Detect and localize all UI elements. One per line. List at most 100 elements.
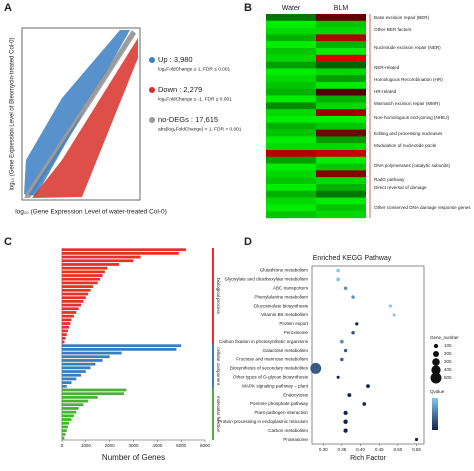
heatmap-cell bbox=[316, 41, 366, 49]
row-group-label: Non-homologous end-joining (NHEJ) bbox=[374, 115, 450, 120]
heatmap-cell bbox=[266, 143, 316, 151]
heatmap-cell bbox=[316, 204, 366, 212]
heatmap-cell bbox=[316, 82, 366, 89]
group-label: molecular function bbox=[216, 396, 221, 433]
panel-label: A bbox=[4, 2, 12, 14]
row-group-label: Other BER factors bbox=[374, 27, 412, 32]
dot bbox=[340, 357, 344, 362]
bar bbox=[62, 392, 124, 396]
y-tick-label: Carbon metabolism bbox=[268, 428, 308, 433]
x-tick-label: 0.30 bbox=[319, 447, 328, 452]
heatmap-cell bbox=[266, 61, 316, 69]
heatmap-cell bbox=[266, 150, 316, 157]
bar bbox=[62, 418, 72, 421]
row-group-label: Nucleotide excision repair (NER) bbox=[374, 45, 441, 50]
x-tick-label: 0.35 bbox=[337, 447, 346, 452]
y-tick-label: Galactose metabolism bbox=[263, 348, 309, 353]
bar bbox=[62, 436, 65, 440]
heatmap-cell bbox=[266, 27, 316, 35]
bar bbox=[62, 333, 67, 336]
bar bbox=[62, 388, 127, 392]
bar bbox=[62, 429, 67, 432]
dot bbox=[336, 375, 340, 379]
legend-title: Qvalue bbox=[430, 389, 445, 394]
legend-note: abs(log₂FoldChange) < 1, FDR > 0.001 bbox=[158, 126, 242, 132]
dot bbox=[351, 295, 355, 299]
bar bbox=[62, 318, 72, 322]
x-tick-label: 0.55 bbox=[412, 447, 421, 452]
legend-label: 300 bbox=[444, 359, 452, 364]
heatmap-cell bbox=[316, 197, 366, 205]
group-label: biological process bbox=[216, 278, 221, 315]
bar bbox=[62, 359, 103, 362]
bar bbox=[62, 373, 82, 377]
diagonal bbox=[24, 31, 136, 197]
heatmap-cell bbox=[316, 109, 366, 117]
legend-swatch bbox=[149, 87, 155, 93]
y-tick-label: Carbon fixation in photosynthetic organi… bbox=[219, 339, 309, 344]
legend-note: log₂FoldChange ≥ 1, FDR ≤ 0.001 bbox=[158, 66, 231, 72]
bar bbox=[62, 432, 66, 436]
bar bbox=[62, 266, 108, 270]
bar bbox=[62, 307, 79, 311]
bar bbox=[62, 410, 77, 414]
y-tick-label: Glutathione metabolism bbox=[260, 268, 308, 273]
heatmap-cell bbox=[316, 129, 366, 137]
heatmap-cell bbox=[266, 34, 316, 42]
heatmap-cell bbox=[316, 14, 366, 21]
bar bbox=[62, 384, 67, 388]
x-tick-label: 0.40 bbox=[356, 447, 365, 452]
heatmap-cell bbox=[266, 156, 316, 164]
dot bbox=[339, 339, 344, 344]
dot bbox=[343, 348, 348, 353]
cloud-down bbox=[32, 38, 138, 198]
legend-size-dot bbox=[431, 365, 441, 375]
x-tick-label: 0.45 bbox=[375, 447, 384, 452]
heatmap-cell bbox=[316, 68, 366, 76]
bar bbox=[62, 325, 70, 329]
legend-label: no-DEGs : 17,615 bbox=[158, 115, 218, 124]
x-tick-label: 3000 bbox=[128, 443, 139, 448]
heatmap-cell bbox=[266, 48, 316, 55]
row-group-label: Modulation of nucleotide pools bbox=[374, 143, 437, 148]
bar bbox=[62, 248, 186, 252]
color-bar bbox=[432, 398, 438, 430]
y-tick-label: Plant-pathogen interaction bbox=[254, 410, 308, 415]
heatmap-cell bbox=[316, 170, 366, 178]
heatmap-cell bbox=[316, 122, 366, 130]
dot bbox=[336, 277, 341, 282]
legend-label: 400 bbox=[444, 367, 452, 372]
bar bbox=[62, 314, 74, 318]
y-tick-label: Proteasome bbox=[283, 437, 308, 442]
row-group-label: Direct reversal of damage bbox=[374, 185, 427, 190]
bar bbox=[62, 277, 101, 281]
heatmap-cell bbox=[316, 27, 366, 35]
heatmap-cell bbox=[316, 177, 366, 185]
row-group-label: Mismatch excision repair (MMR) bbox=[374, 101, 440, 106]
y-tick-label: Protein processing in endoplasmic reticu… bbox=[218, 419, 308, 424]
heatmap-cell bbox=[316, 95, 366, 103]
dot bbox=[343, 286, 348, 291]
heatmap-cell bbox=[266, 136, 316, 144]
dot bbox=[362, 402, 367, 406]
x-axis-label: Number of Genes bbox=[102, 453, 165, 462]
bar bbox=[62, 399, 89, 403]
dot bbox=[388, 304, 393, 308]
bar bbox=[62, 355, 110, 359]
heatmap-cell bbox=[266, 41, 316, 49]
legend-label: 200 bbox=[444, 351, 452, 356]
heatmap-cell bbox=[316, 150, 366, 157]
bar bbox=[62, 407, 79, 410]
legend-title: Gene_number bbox=[430, 335, 459, 340]
y-tick-label: ABC transporters bbox=[273, 285, 309, 290]
x-tick-label: 0 bbox=[61, 443, 64, 448]
heatmap-cell bbox=[266, 211, 316, 219]
heatmap-cell bbox=[316, 116, 366, 123]
heatmap-cell bbox=[316, 184, 366, 191]
column-label: Water bbox=[282, 5, 301, 12]
heatmap-cell bbox=[266, 20, 316, 28]
heatmap-cell bbox=[266, 14, 316, 21]
heatmap-cell bbox=[266, 163, 316, 171]
cloud-up bbox=[24, 30, 130, 196]
